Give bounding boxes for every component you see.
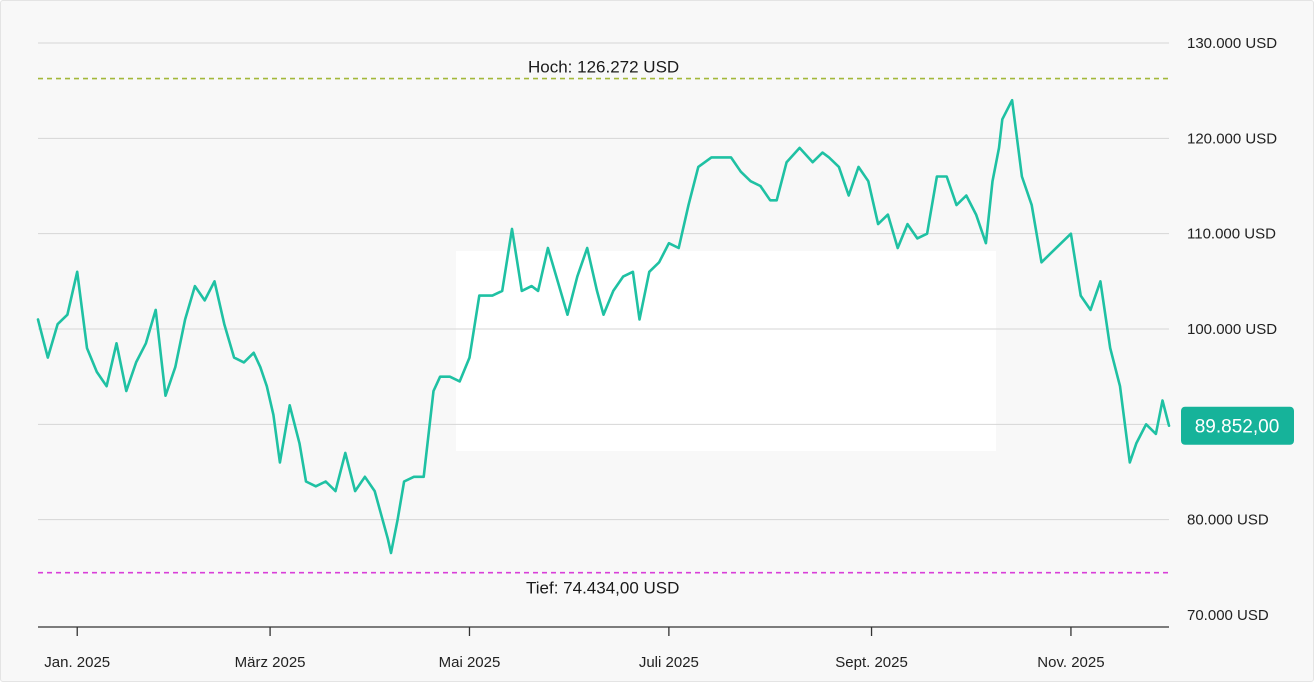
price-series bbox=[36, 98, 1171, 555]
y-tick-label: 110.000 USD bbox=[1187, 226, 1276, 243]
price-line bbox=[36, 98, 1171, 555]
x-tick-label: Sept. 2025 bbox=[835, 654, 908, 671]
y-tick-label: 100.000 USD bbox=[1187, 321, 1277, 338]
x-tick-label: Nov. 2025 bbox=[1037, 654, 1104, 671]
plot-underlay bbox=[456, 251, 996, 451]
x-axis: Jan. 2025 März 2025 Mai 2025 Juli 2025 Sept.… bbox=[38, 626, 1169, 671]
y-tick-label: 130.000 USD bbox=[1187, 35, 1277, 52]
y-tick-label: 70.000 USD bbox=[1187, 607, 1269, 624]
y-tick-label: 120.000 USD bbox=[1187, 130, 1277, 147]
reference-lines: Hoch: 126.272 USD Tief: 74.434,00 USD bbox=[38, 58, 1169, 598]
y-tick-label: 80.000 USD bbox=[1187, 512, 1269, 529]
y-axis-ticks: 130.000 USD 120.000 USD 110.000 USD 100.000… bbox=[1187, 35, 1277, 624]
current-price-value: 89.852,00 bbox=[1195, 417, 1280, 438]
x-tick-label: Mai 2025 bbox=[439, 654, 501, 671]
x-tick-label: Jan. 2025 bbox=[44, 654, 110, 671]
x-tick-label: Juli 2025 bbox=[639, 654, 699, 671]
high-label: Hoch: 126.272 USD bbox=[528, 58, 679, 77]
current-price-badge: 89.852,00 bbox=[1181, 406, 1294, 445]
low-label: Tief: 74.434,00 USD bbox=[526, 579, 679, 598]
current-price-badge-bg bbox=[1181, 406, 1294, 445]
x-tick-label: März 2025 bbox=[235, 654, 306, 671]
